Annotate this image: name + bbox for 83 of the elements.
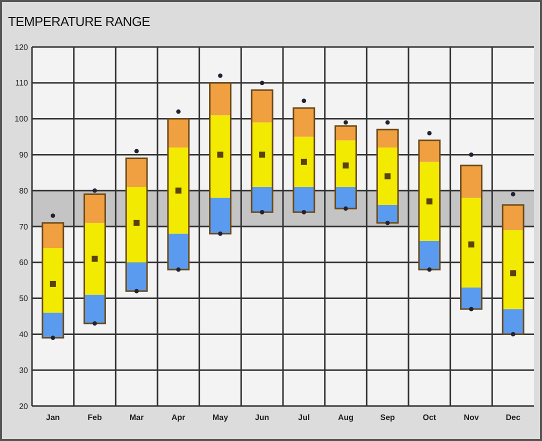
point	[426, 198, 432, 204]
x-tick-label: Oct	[422, 413, 436, 422]
point	[92, 256, 98, 262]
point	[218, 74, 222, 78]
x-tick-label: Nov	[464, 413, 480, 422]
point	[218, 231, 222, 236]
point	[300, 158, 307, 165]
y-tick-label: 60	[19, 258, 29, 268]
x-tick-label: Jan	[46, 413, 60, 422]
point	[469, 306, 474, 312]
point	[510, 192, 516, 196]
y-tick-label: 120	[14, 42, 29, 52]
bar	[335, 126, 356, 140]
y-tick-label: 30	[19, 366, 29, 375]
bar	[418, 162, 440, 241]
point	[175, 188, 182, 194]
point	[344, 206, 348, 211]
point	[92, 188, 97, 193]
bar	[335, 140, 356, 188]
bar	[126, 158, 148, 188]
point	[469, 152, 474, 157]
x-tick-label: May	[212, 413, 229, 422]
x-tick-label: Dec	[506, 413, 521, 422]
bar	[460, 165, 482, 198]
point	[510, 332, 516, 336]
x-tick-label: Apr	[172, 413, 186, 422]
bar	[168, 118, 189, 148]
point	[468, 241, 474, 248]
bar	[418, 140, 440, 162]
point	[50, 336, 56, 340]
bar	[126, 187, 148, 262]
bar	[293, 108, 314, 137]
x-tick-label: Jun	[254, 413, 270, 422]
bar	[84, 222, 106, 295]
bar	[210, 82, 231, 116]
point	[260, 80, 264, 86]
bar	[460, 288, 482, 310]
bar	[335, 187, 356, 209]
y-tick-label: 110	[15, 78, 29, 88]
bar	[502, 204, 524, 230]
y-tick-label: 40	[19, 330, 29, 339]
point	[342, 162, 349, 168]
x-tick-label: Mar	[129, 413, 144, 422]
bar	[42, 222, 64, 248]
point	[50, 214, 56, 218]
bar	[84, 294, 106, 324]
y-tick-label: 90	[19, 150, 29, 160]
point	[302, 210, 306, 214]
point	[344, 120, 348, 125]
point	[134, 220, 140, 226]
point	[302, 98, 306, 104]
point	[385, 120, 390, 125]
bar	[210, 198, 231, 234]
bar	[460, 198, 482, 288]
x-tick-label: Jul	[298, 413, 310, 422]
y-tick-label: 80	[19, 186, 29, 196]
bar	[210, 115, 231, 198]
point	[427, 130, 432, 136]
bar	[252, 90, 273, 122]
point	[260, 210, 264, 214]
point	[217, 152, 224, 158]
x-tick-label: Feb	[88, 413, 102, 422]
point	[176, 109, 181, 114]
chart-title: TEMPERATURE RANGE	[8, 14, 151, 29]
point	[385, 220, 390, 226]
point	[427, 267, 432, 272]
bar	[168, 148, 189, 234]
point	[92, 321, 97, 326]
point	[134, 148, 139, 154]
x-tick-label: Sep	[380, 413, 396, 422]
y-tick-label: 20	[19, 402, 29, 411]
bar	[84, 194, 106, 223]
y-tick-label: 70	[19, 222, 29, 232]
point	[259, 152, 266, 158]
y-tick-label: 50	[19, 294, 29, 304]
point	[134, 288, 139, 294]
x-tick-label: Aug	[338, 413, 354, 422]
point	[50, 280, 56, 287]
point	[510, 270, 516, 276]
bar	[502, 230, 524, 310]
y-tick-label: 100	[14, 114, 29, 124]
point	[384, 173, 391, 180]
point	[176, 267, 181, 272]
